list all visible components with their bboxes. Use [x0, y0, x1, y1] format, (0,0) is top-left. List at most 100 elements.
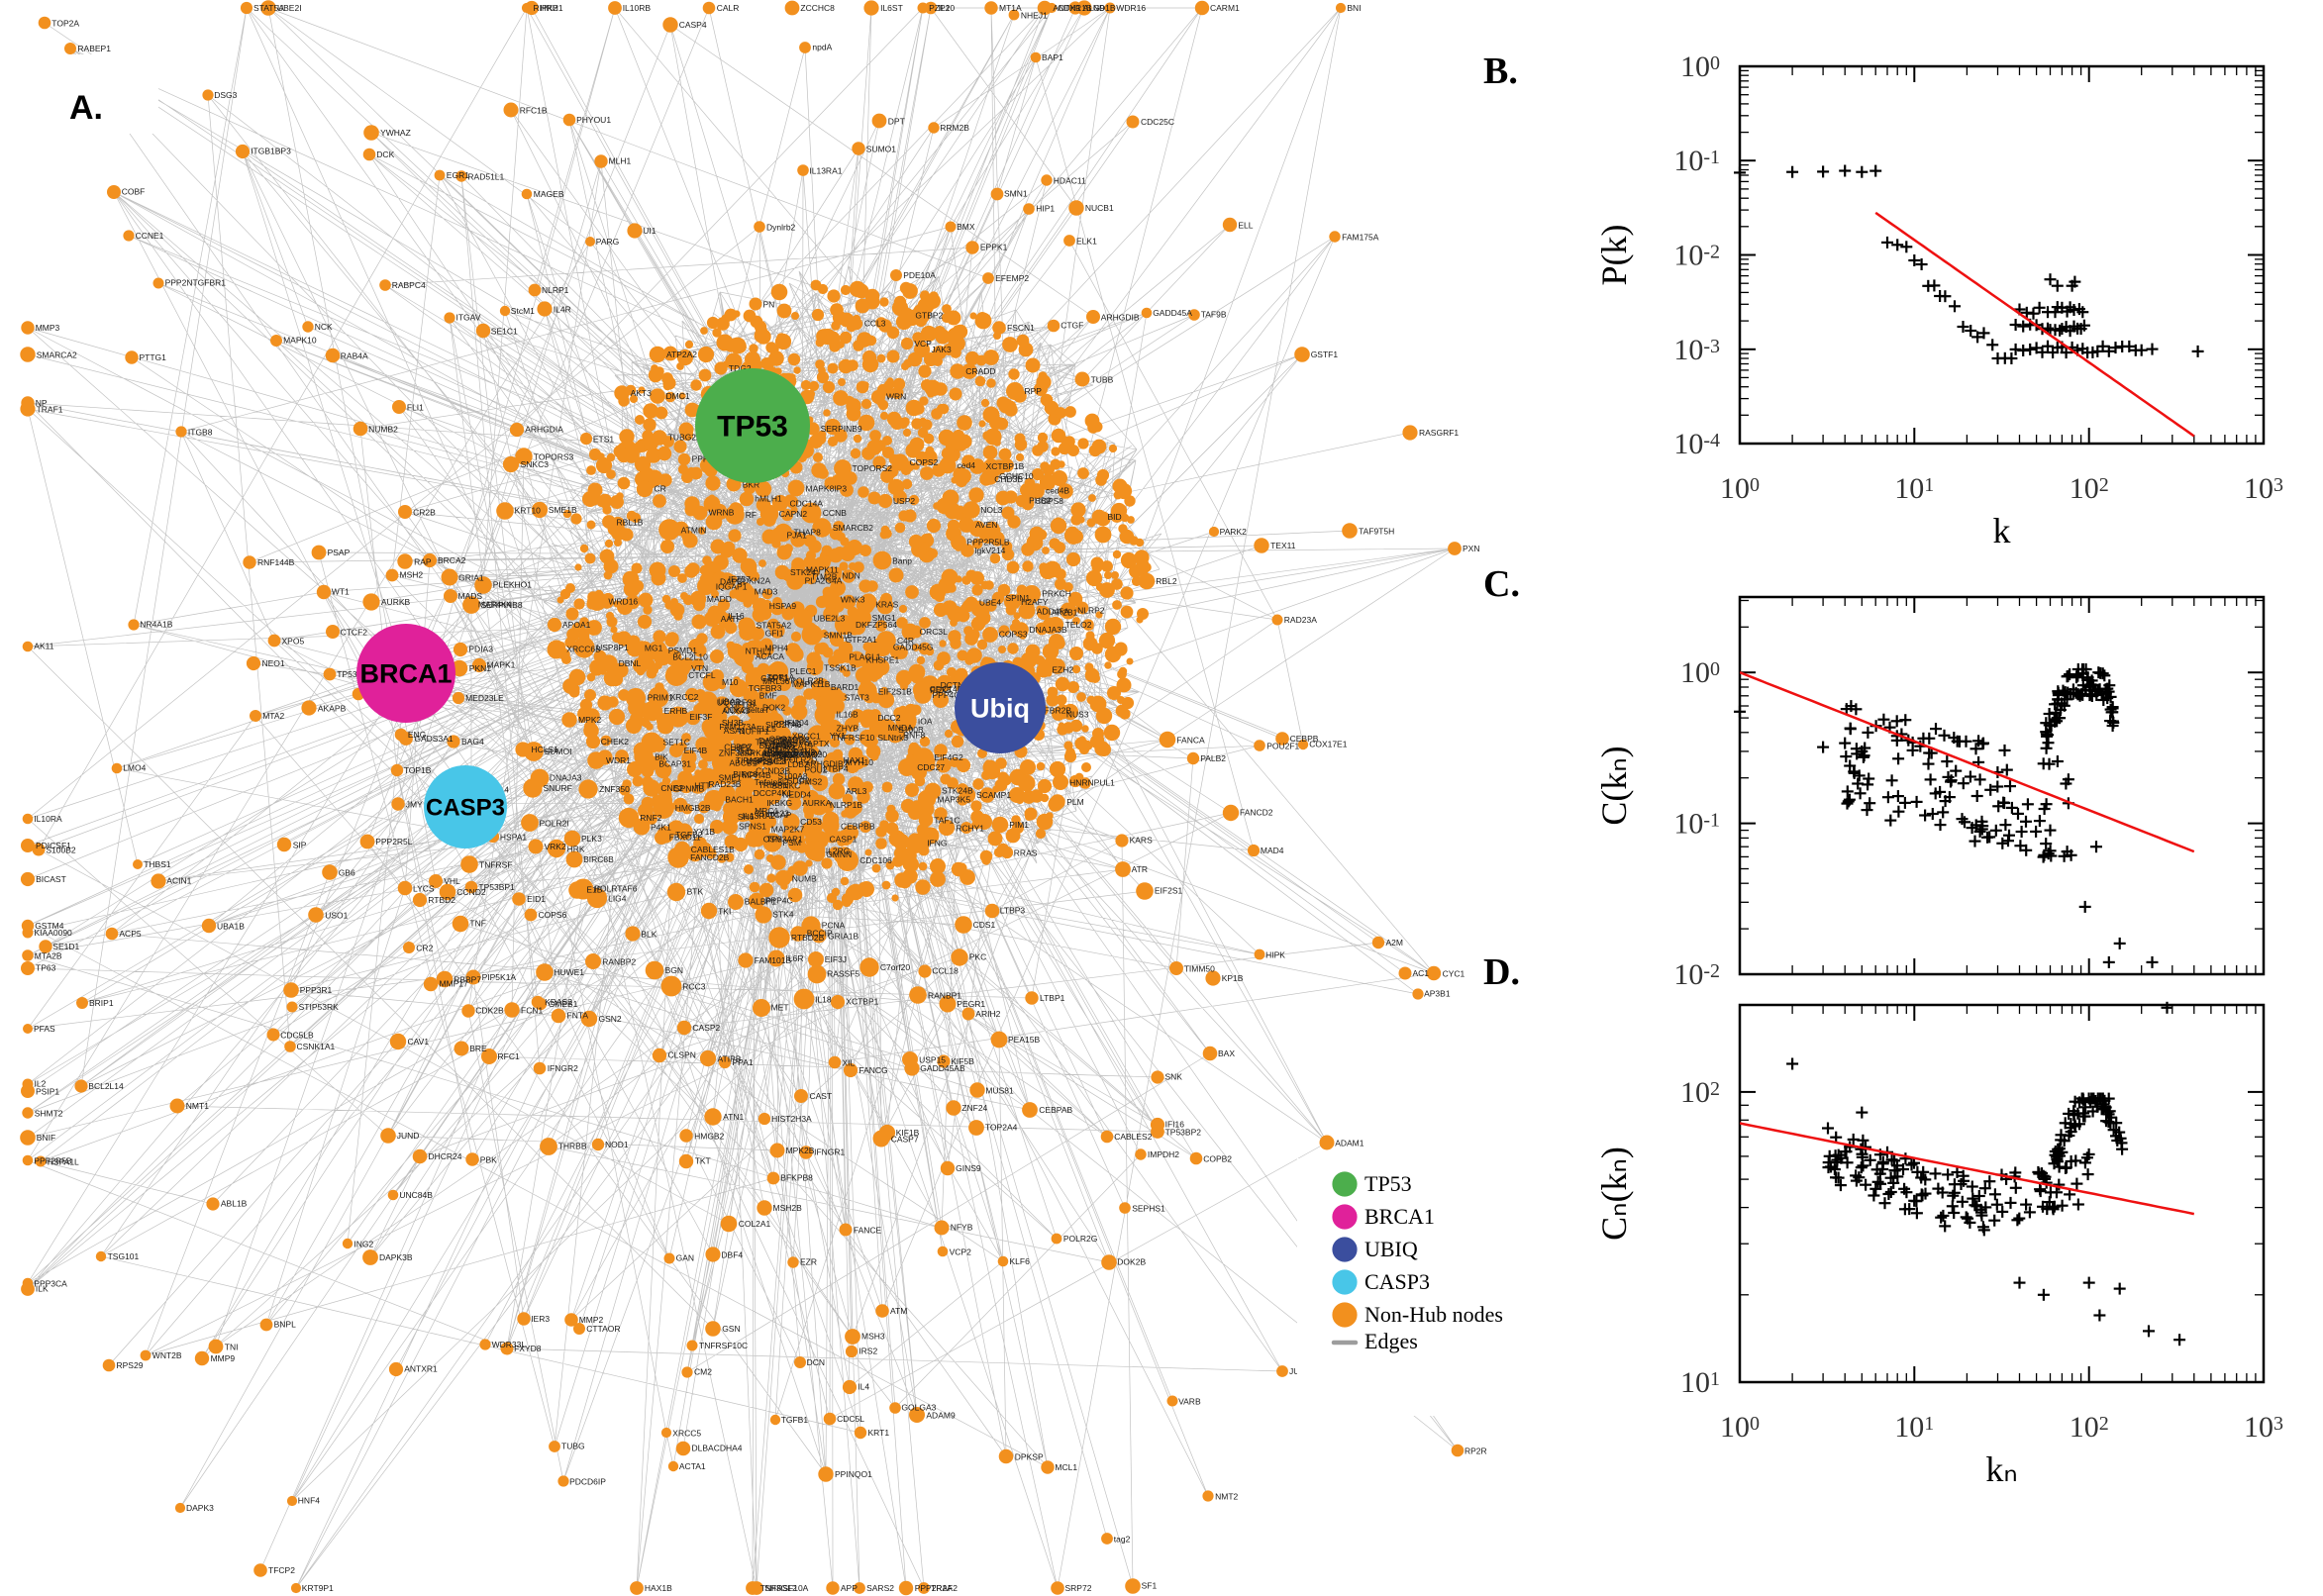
svg-text:BRE: BRE — [469, 1044, 487, 1053]
svg-text:SUMOI: SUMOI — [545, 747, 572, 756]
svg-text:ABL1B: ABL1B — [221, 1199, 248, 1209]
svg-text:FANCA: FANCA — [1176, 735, 1205, 745]
svg-text:GADS3A1: GADS3A1 — [414, 734, 453, 744]
svg-text:BAG4: BAG4 — [461, 737, 484, 747]
svg-text:DOK2B: DOK2B — [1117, 1257, 1146, 1267]
svg-text:XIL: XIL — [843, 1057, 856, 1067]
svg-text:USP2: USP2 — [893, 496, 915, 506]
svg-text:YWHAZ: YWHAZ — [380, 128, 411, 138]
svg-text:SRP72: SRP72 — [1065, 1583, 1092, 1593]
svg-text:103: 103 — [2244, 472, 2283, 505]
svg-text:CARM1: CARM1 — [1210, 3, 1240, 13]
svg-text:101: 101 — [1894, 1411, 1934, 1444]
svg-text:StcM1: StcM1 — [511, 306, 535, 316]
svg-text:WRN: WRN — [886, 392, 906, 402]
svg-text:RAB4A: RAB4A — [341, 350, 368, 360]
svg-text:AVEN: AVEN — [975, 520, 998, 530]
svg-text:CR2: CR2 — [416, 943, 433, 952]
svg-text:Banp: Banp — [892, 555, 912, 565]
svg-text:TGFB1: TGFB1 — [781, 1415, 809, 1425]
svg-text:HIST2H3A: HIST2H3A — [771, 1114, 812, 1124]
svg-text:ACTA1: ACTA1 — [679, 1461, 706, 1471]
svg-text:GMNN: GMNN — [826, 849, 852, 859]
svg-text:10-2: 10-2 — [1673, 240, 1720, 272]
svg-text:ITGB1BP3: ITGB1BP3 — [251, 147, 291, 156]
svg-text:ITGAV: ITGAV — [456, 313, 481, 323]
svg-text:PDICSF1: PDICSF1 — [36, 841, 71, 850]
svg-text:PSAP: PSAP — [328, 548, 351, 557]
svg-text:CEBPBB: CEBPBB — [841, 821, 875, 831]
svg-text:BRCA1: BRCA1 — [1364, 1204, 1435, 1229]
svg-text:BARD1: BARD1 — [831, 682, 859, 692]
svg-text:RNF144B: RNF144B — [257, 557, 295, 567]
svg-text:MAP2K7: MAP2K7 — [771, 824, 805, 834]
svg-text:GRIA1: GRIA1 — [458, 572, 484, 582]
svg-text:WRD16: WRD16 — [608, 596, 638, 606]
svg-text:EIF2S1: EIF2S1 — [1155, 886, 1183, 896]
svg-text:DBNL: DBNL — [619, 658, 642, 668]
svg-text:XRCC6B: XRCC6B — [566, 645, 601, 654]
svg-text:PLM: PLM — [1066, 797, 1083, 807]
svg-text:GOLGA3: GOLGA3 — [901, 1403, 936, 1413]
svg-text:CAST: CAST — [810, 1091, 833, 1101]
svg-text:SE1D1: SE1D1 — [52, 942, 79, 951]
svg-text:LIG4: LIG4 — [608, 894, 627, 904]
svg-text:PEX5: PEX5 — [930, 685, 952, 695]
svg-text:NUS3: NUS3 — [1066, 709, 1089, 719]
svg-text:SMN1B: SMN1B — [824, 630, 854, 640]
svg-text:DARS: DARS — [758, 736, 782, 746]
svg-text:IL2: IL2 — [35, 1079, 47, 1089]
svg-text:GSN2: GSN2 — [599, 1014, 622, 1024]
svg-text:LMO4: LMO4 — [123, 763, 146, 773]
svg-text:PEGR1: PEGR1 — [957, 999, 985, 1009]
svg-text:CASP2: CASP2 — [692, 1023, 720, 1033]
svg-text:FBXO11: FBXO11 — [669, 833, 701, 843]
svg-text:IFNG: IFNG — [927, 839, 947, 848]
svg-text:10-4: 10-4 — [1673, 428, 1720, 460]
svg-text:RPP: RPP — [1025, 386, 1043, 396]
svg-text:POU2: POU2 — [804, 765, 827, 775]
svg-text:DPKSP: DPKSP — [1015, 1451, 1044, 1461]
svg-text:POLRTAF6: POLRTAF6 — [594, 884, 637, 894]
svg-text:EGR1: EGR1 — [447, 170, 469, 180]
svg-text:ASA1: ASA1 — [724, 726, 746, 736]
svg-text:HMGB2: HMGB2 — [694, 1131, 725, 1141]
svg-text:ATR: ATR — [1132, 864, 1148, 874]
svg-text:RANBP1: RANBP1 — [928, 990, 961, 1000]
svg-text:XCTBP1: XCTBP1 — [846, 997, 878, 1007]
svg-text:KIF1B: KIF1B — [896, 1128, 920, 1138]
svg-text:EPPK1: EPPK1 — [980, 243, 1008, 252]
svg-text:EIF3F: EIF3F — [689, 712, 712, 722]
svg-text:FAM101B: FAM101B — [755, 955, 792, 965]
svg-text:STK4: STK4 — [772, 910, 794, 920]
svg-text:BRCA1: BRCA1 — [359, 658, 452, 688]
svg-text:DOK2: DOK2 — [762, 702, 785, 712]
svg-text:HIP1: HIP1 — [1036, 204, 1055, 214]
svg-text:PHYOU1: PHYOU1 — [576, 115, 611, 125]
svg-text:RANBP2: RANBP2 — [602, 956, 636, 966]
svg-text:TP53: TP53 — [717, 411, 788, 444]
svg-text:AP2B1: AP2B1 — [1052, 608, 1078, 618]
svg-text:TOP2A: TOP2A — [51, 18, 79, 28]
svg-text:XPO5: XPO5 — [282, 636, 305, 646]
svg-text:100: 100 — [1680, 656, 1720, 689]
svg-text:CDC27: CDC27 — [917, 762, 945, 772]
svg-text:PPA1: PPA1 — [733, 1057, 754, 1067]
svg-text:IL10RA: IL10RA — [34, 814, 62, 824]
svg-text:CCND2: CCND2 — [456, 887, 486, 897]
svg-text:PTTG1: PTTG1 — [140, 352, 167, 362]
svg-text:PPP3R1: PPP3R1 — [300, 985, 333, 995]
svg-text:SE1C1: SE1C1 — [491, 326, 518, 336]
svg-text:CASP1: CASP1 — [830, 835, 858, 845]
svg-text:CCNE1: CCNE1 — [136, 231, 164, 241]
svg-text:NMT2: NMT2 — [1215, 1491, 1238, 1501]
svg-text:MPK2B: MPK2B — [786, 1146, 815, 1155]
svg-text:SNURF: SNURF — [544, 783, 572, 793]
svg-text:IL13RA2: IL13RA2 — [743, 811, 775, 821]
svg-text:RP2R: RP2R — [1464, 1446, 1487, 1455]
svg-text:MPK2: MPK2 — [578, 715, 601, 725]
svg-text:ETS1: ETS1 — [593, 434, 615, 444]
svg-text:MAD4: MAD4 — [1261, 846, 1284, 855]
svg-text:TELO2: TELO2 — [1065, 620, 1092, 630]
svg-text:THBS1: THBS1 — [144, 859, 171, 869]
